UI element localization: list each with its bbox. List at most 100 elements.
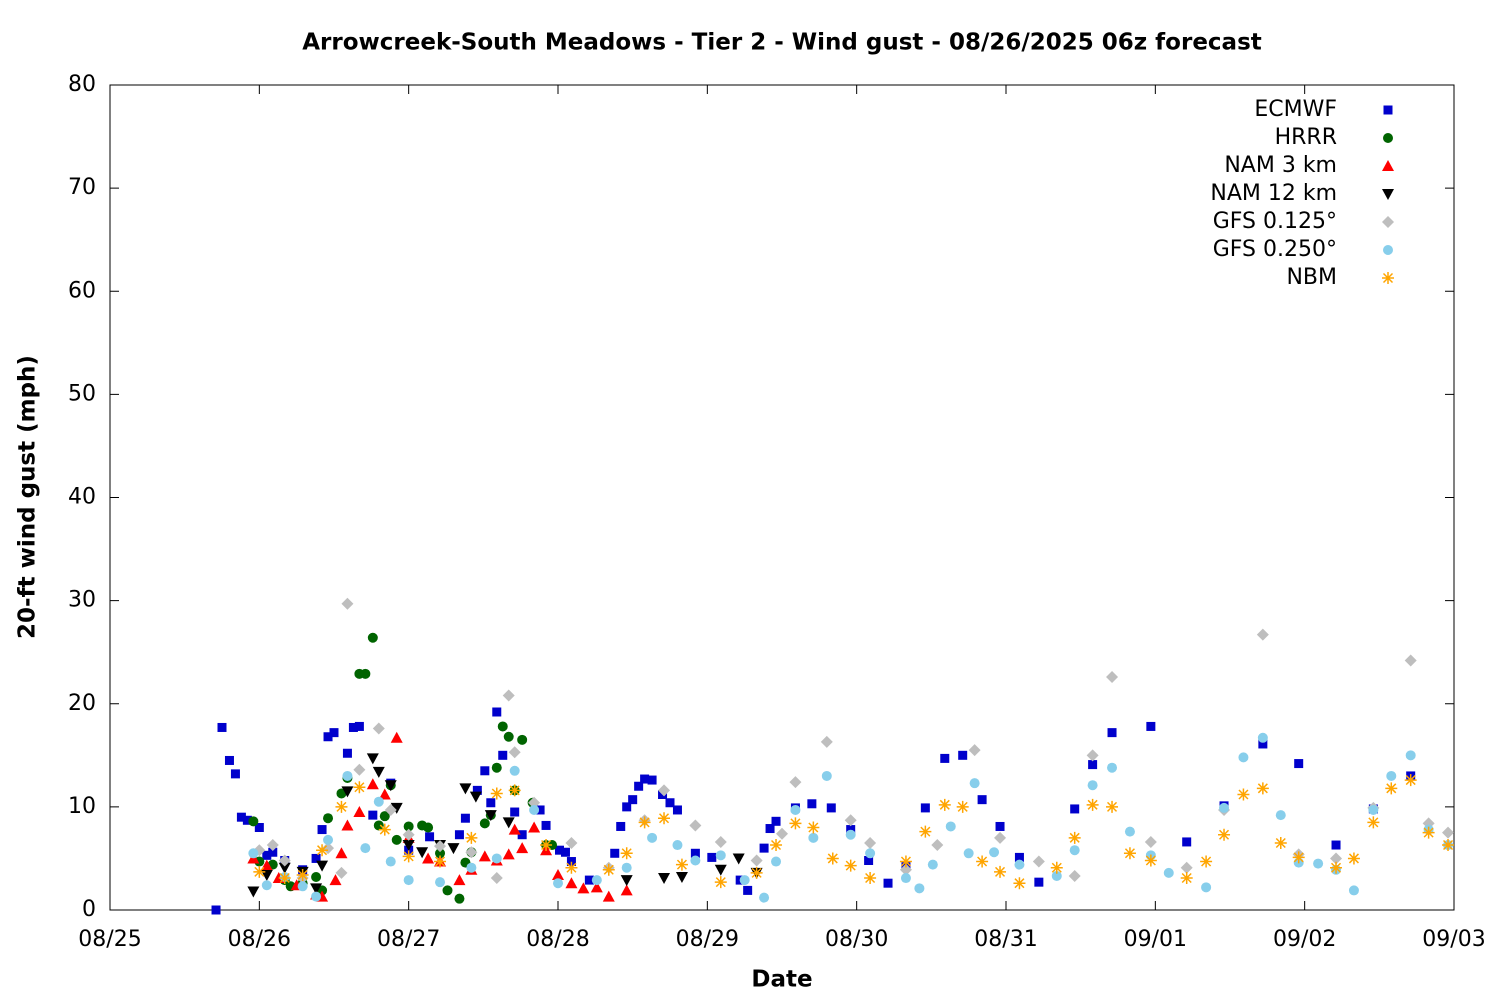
data-point	[459, 783, 472, 795]
data-point	[1201, 882, 1212, 893]
data-point	[517, 734, 528, 745]
data-point	[1347, 852, 1360, 865]
legend-marker	[1383, 245, 1393, 255]
data-point	[820, 735, 833, 748]
data-point	[502, 848, 515, 860]
data-point	[616, 821, 626, 831]
data-point	[402, 850, 415, 863]
data-point	[634, 781, 644, 791]
data-point	[1330, 861, 1343, 874]
data-point	[1218, 828, 1231, 841]
data-point	[1088, 760, 1098, 770]
data-point	[789, 776, 802, 789]
data-point	[278, 872, 291, 885]
data-point	[278, 854, 291, 867]
data-point	[360, 843, 371, 854]
data-point	[565, 836, 578, 849]
data-point	[260, 869, 273, 881]
data-point	[490, 787, 503, 800]
data-point	[602, 890, 615, 902]
data-point	[864, 856, 874, 865]
legend-label: HRRR	[1275, 125, 1337, 150]
data-point	[434, 840, 447, 853]
data-point	[502, 817, 515, 829]
data-point	[732, 853, 745, 865]
data-point	[348, 722, 358, 732]
data-point	[353, 781, 366, 794]
data-point	[690, 855, 701, 866]
data-point	[1180, 861, 1193, 874]
data-point	[590, 881, 603, 893]
y-tick-label: 50	[68, 381, 96, 406]
data-point	[372, 722, 385, 735]
data-point	[516, 842, 529, 854]
data-point	[316, 860, 329, 872]
data-point	[478, 850, 491, 862]
data-point	[1106, 670, 1119, 683]
data-point	[460, 813, 470, 823]
data-point	[1106, 800, 1119, 813]
data-point	[322, 842, 335, 855]
data-point	[335, 866, 348, 879]
data-point	[1258, 739, 1268, 749]
data-point	[311, 891, 322, 902]
data-point	[1086, 798, 1099, 811]
data-point	[453, 874, 466, 886]
data-point	[329, 874, 342, 886]
data-point	[1068, 831, 1081, 844]
data-point	[379, 811, 390, 822]
data-point	[610, 848, 620, 858]
data-point	[1404, 654, 1417, 667]
data-point	[714, 876, 727, 889]
data-point	[1313, 858, 1324, 869]
data-point	[1219, 802, 1230, 813]
data-point	[1014, 859, 1025, 870]
legend-marker	[1382, 216, 1394, 228]
data-point	[254, 823, 264, 832]
data-point	[864, 836, 877, 849]
y-axis-title: 20-ft wind gust (mph)	[15, 355, 41, 639]
data-point	[807, 821, 820, 834]
data-point	[771, 856, 782, 867]
data-point	[479, 818, 490, 829]
data-point	[591, 875, 602, 886]
data-point	[989, 847, 1000, 858]
data-point	[1014, 852, 1024, 862]
data-point	[465, 831, 478, 844]
data-point	[584, 875, 594, 885]
data-point	[373, 796, 384, 807]
data-point	[311, 872, 322, 882]
data-point	[945, 821, 956, 832]
data-point	[647, 832, 658, 843]
data-point	[790, 804, 801, 815]
data-point	[845, 829, 856, 840]
data-point	[1442, 826, 1455, 839]
data-point	[378, 788, 391, 800]
data-point	[560, 847, 570, 857]
data-point	[994, 865, 1007, 878]
data-point	[1050, 861, 1063, 874]
y-tick-label: 10	[68, 794, 96, 819]
legend-marker	[1383, 105, 1393, 115]
data-point	[491, 853, 502, 864]
data-point	[938, 798, 951, 811]
data-point	[750, 854, 763, 867]
data-point	[994, 831, 1007, 844]
data-point	[739, 875, 750, 886]
data-point	[1274, 836, 1287, 849]
data-point	[1144, 854, 1157, 867]
data-point	[658, 812, 671, 825]
data-point	[509, 765, 520, 776]
data-point	[621, 862, 632, 873]
data-point	[1070, 804, 1080, 814]
data-point	[963, 848, 974, 859]
data-point	[486, 798, 496, 808]
data-point	[1385, 782, 1398, 795]
data-point	[1330, 852, 1343, 865]
data-point	[469, 791, 482, 803]
data-point	[490, 872, 503, 885]
data-point	[502, 689, 515, 702]
data-point	[317, 825, 327, 835]
legend-marker	[1382, 160, 1394, 171]
